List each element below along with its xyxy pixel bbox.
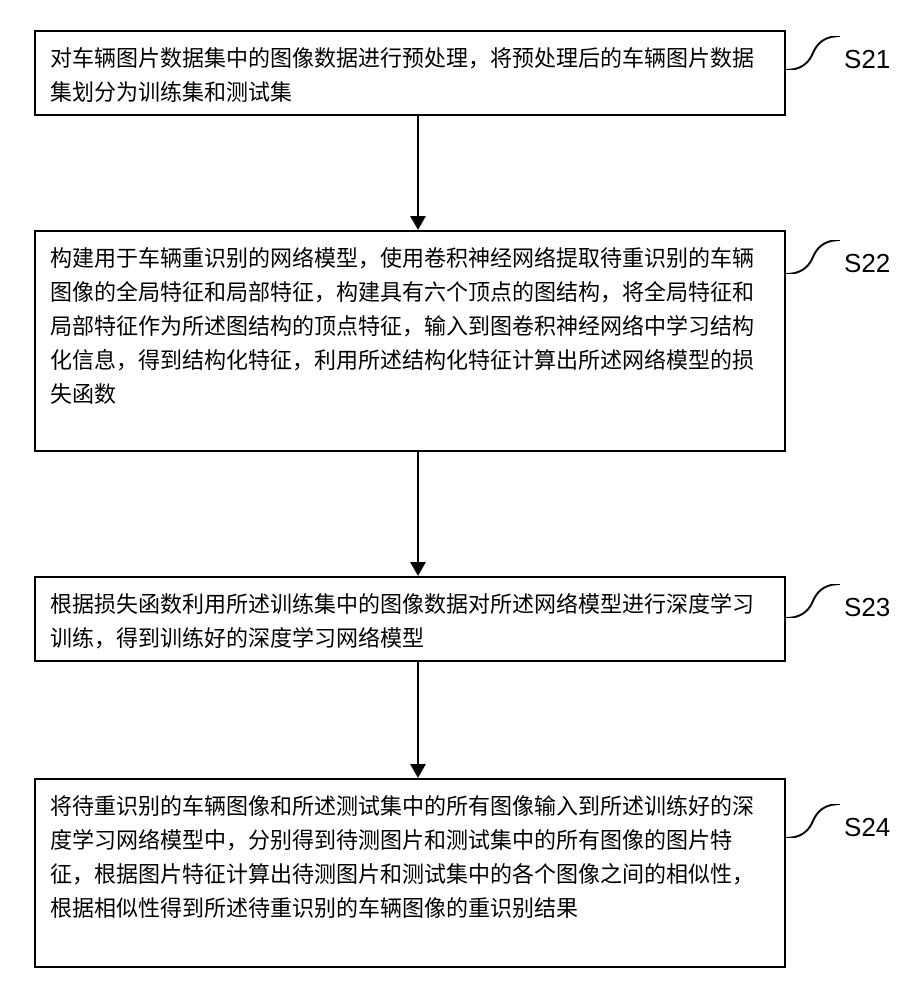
bracket-s22 xyxy=(786,240,840,274)
flow-node-s23: 根据损失函数利用所述训练集中的图像数据对所述网络模型进行深度学习训练，得到训练好… xyxy=(34,576,786,662)
flow-node-s21: 对车辆图片数据集中的图像数据进行预处理，将预处理后的车辆图片数据集划分为训练集和… xyxy=(34,30,786,116)
bracket-s23 xyxy=(786,584,840,618)
flow-label-s21: S21 xyxy=(844,44,890,75)
flow-label-s24: S24 xyxy=(844,812,890,843)
arrow-s23-s24 xyxy=(410,662,426,778)
bracket-s21 xyxy=(786,36,840,70)
flow-node-s24-text: 将待重识别的车辆图像和所述测试集中的所有图像输入到所述训练好的深度学习网络模型中… xyxy=(50,794,754,921)
flow-node-s23-text: 根据损失函数利用所述训练集中的图像数据对所述网络模型进行深度学习训练，得到训练好… xyxy=(50,592,754,651)
flow-node-s21-text: 对车辆图片数据集中的图像数据进行预处理，将预处理后的车辆图片数据集划分为训练集和… xyxy=(50,46,754,105)
flow-node-s22-text: 构建用于车辆重识别的网络模型，使用卷积神经网络提取待重识别的车辆图像的全局特征和… xyxy=(50,246,754,407)
flow-label-s22: S22 xyxy=(844,248,890,279)
flow-node-s22: 构建用于车辆重识别的网络模型，使用卷积神经网络提取待重识别的车辆图像的全局特征和… xyxy=(34,230,786,452)
flow-node-s24: 将待重识别的车辆图像和所述测试集中的所有图像输入到所述训练好的深度学习网络模型中… xyxy=(34,778,786,968)
arrow-s21-s22 xyxy=(410,116,426,230)
bracket-s24 xyxy=(786,804,840,838)
arrow-s22-s23 xyxy=(410,452,426,576)
flow-label-s23: S23 xyxy=(844,592,890,623)
flowchart-canvas: 对车辆图片数据集中的图像数据进行预处理，将预处理后的车辆图片数据集划分为训练集和… xyxy=(0,0,906,1000)
